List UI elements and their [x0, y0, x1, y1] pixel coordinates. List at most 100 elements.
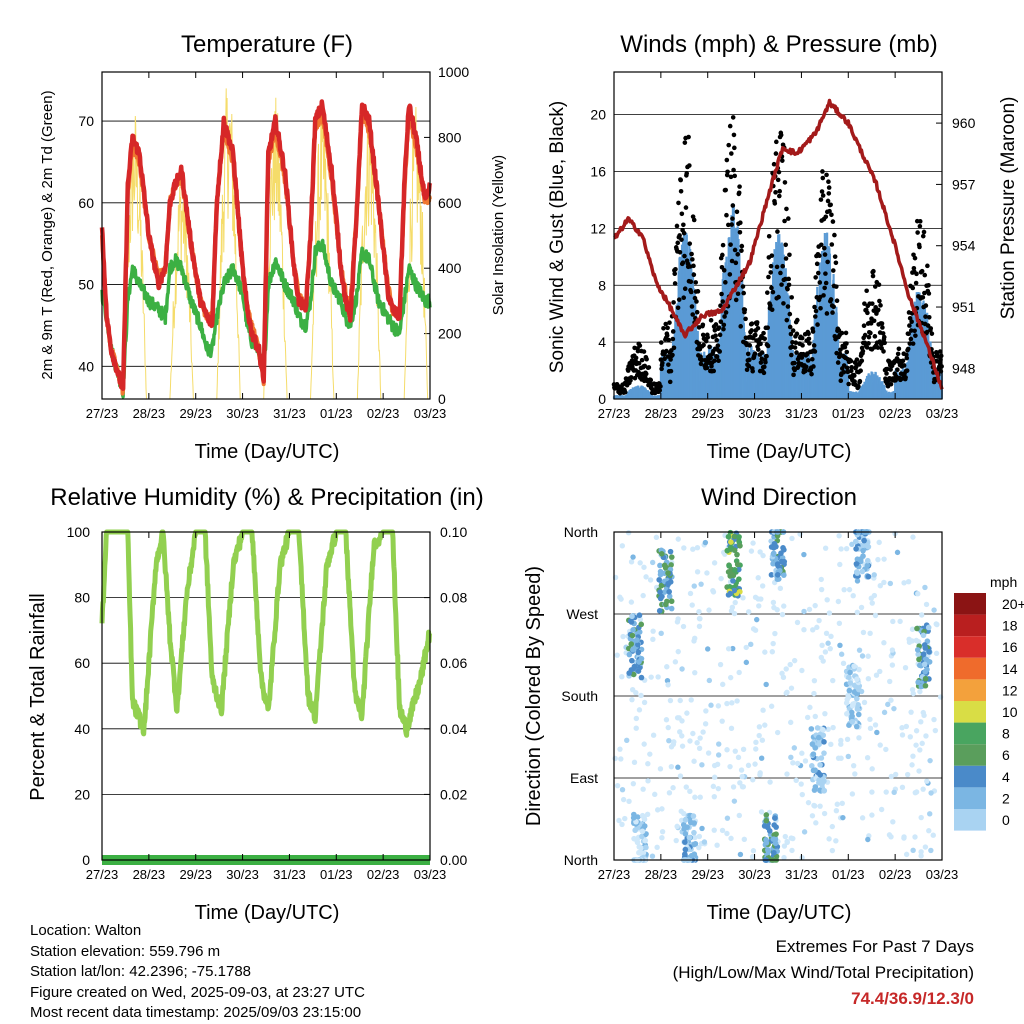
gust-point: [848, 368, 854, 374]
gust-point: [747, 357, 752, 363]
gust-point: [659, 366, 664, 372]
direction-point: [752, 761, 758, 767]
gust-point: [682, 286, 688, 292]
gust-point: [795, 317, 800, 323]
direction-point: [727, 590, 734, 597]
gust-point: [824, 172, 829, 178]
direction-point: [770, 640, 776, 647]
direction-point: [801, 551, 807, 558]
direction-point: [877, 742, 883, 748]
gust-point: [733, 297, 739, 303]
gust-point: [743, 316, 748, 322]
direction-point: [675, 648, 681, 655]
direction-point: [724, 830, 730, 837]
gust-point: [849, 364, 854, 370]
direction-point: [821, 810, 828, 817]
gust-point: [870, 273, 876, 279]
direction-point: [874, 729, 880, 736]
gust-point: [826, 185, 832, 190]
winds-xlabel: Time (Day/UTC): [707, 441, 852, 463]
rh-xtick-label: 02/23: [367, 867, 400, 882]
gust-point: [806, 336, 812, 342]
gust-point: [664, 333, 670, 338]
gust-point: [782, 218, 787, 224]
gust-point: [896, 346, 902, 352]
direction-point: [681, 826, 687, 832]
direction-point: [907, 734, 914, 740]
gust-point: [775, 177, 781, 183]
rh-series-line: [99, 529, 432, 738]
gust-point: [728, 174, 734, 180]
direction-point: [630, 671, 637, 678]
direction-point: [666, 593, 673, 600]
dir-xtick-label: 31/23: [785, 867, 818, 882]
direction-point: [655, 674, 661, 680]
direction-point: [789, 535, 795, 542]
gust-point: [822, 285, 827, 291]
direction-point: [779, 670, 785, 677]
direction-point: [843, 545, 850, 552]
gust-point: [682, 140, 688, 145]
direction-point: [909, 762, 915, 768]
direction-point: [661, 589, 668, 595]
gust-point: [904, 368, 910, 373]
gust-point: [695, 289, 701, 294]
speed-legend-swatch: [954, 657, 986, 680]
direction-point: [630, 780, 637, 787]
temp-frame: [101, 71, 431, 400]
direction-point: [641, 823, 648, 829]
direction-point: [914, 647, 921, 653]
direction-point: [867, 630, 873, 637]
gust-point: [812, 314, 818, 319]
direction-point: [737, 851, 744, 858]
direction-point: [696, 623, 703, 630]
temp-xtick-label: 02/23: [367, 406, 400, 421]
speed-legend-swatch: [954, 809, 986, 831]
direction-point: [668, 598, 675, 605]
station-latlon: Station lat/lon: 42.2396; -75.1788: [30, 963, 252, 980]
direction-point: [878, 806, 885, 813]
gust-point: [713, 322, 719, 327]
direction-point: [864, 755, 871, 761]
rh-y2tick-label: 0.00: [440, 852, 467, 868]
direction-point: [804, 714, 811, 721]
direction-point: [788, 835, 794, 841]
direction-point: [743, 644, 749, 651]
direction-point: [861, 537, 867, 544]
direction-point: [790, 760, 796, 766]
direction-point: [717, 661, 724, 668]
gust-point: [670, 336, 676, 342]
gust-point: [790, 340, 795, 345]
gust-point: [839, 330, 845, 336]
gust-point: [884, 366, 890, 372]
direction-point: [860, 629, 867, 636]
direction-point: [869, 600, 875, 606]
direction-point: [846, 674, 852, 681]
direction-point: [890, 618, 896, 625]
direction-point: [666, 790, 673, 796]
wind-y2tick-label: 957: [952, 176, 976, 192]
direction-point: [853, 546, 859, 552]
direction-point: [770, 836, 777, 842]
direction-point: [736, 669, 742, 676]
gust-point: [928, 326, 934, 331]
direction-point: [852, 538, 859, 545]
temp-ytick-label: 60: [78, 195, 94, 211]
gust-point: [909, 319, 914, 325]
direction-point: [643, 844, 649, 851]
gust-point: [759, 350, 765, 355]
direction-point: [658, 582, 665, 589]
gust-point: [660, 360, 665, 366]
direction-point: [715, 703, 722, 709]
direction-point: [632, 827, 638, 834]
gust-point: [812, 304, 817, 310]
direction-point: [762, 649, 768, 655]
direction-point: [854, 695, 860, 702]
direction-point: [630, 554, 636, 560]
direction-point: [855, 702, 861, 708]
gust-point: [752, 351, 758, 357]
gust-point: [819, 189, 825, 194]
gust-point: [852, 379, 857, 384]
gust-point: [820, 175, 826, 181]
dir-frame: [613, 531, 943, 861]
